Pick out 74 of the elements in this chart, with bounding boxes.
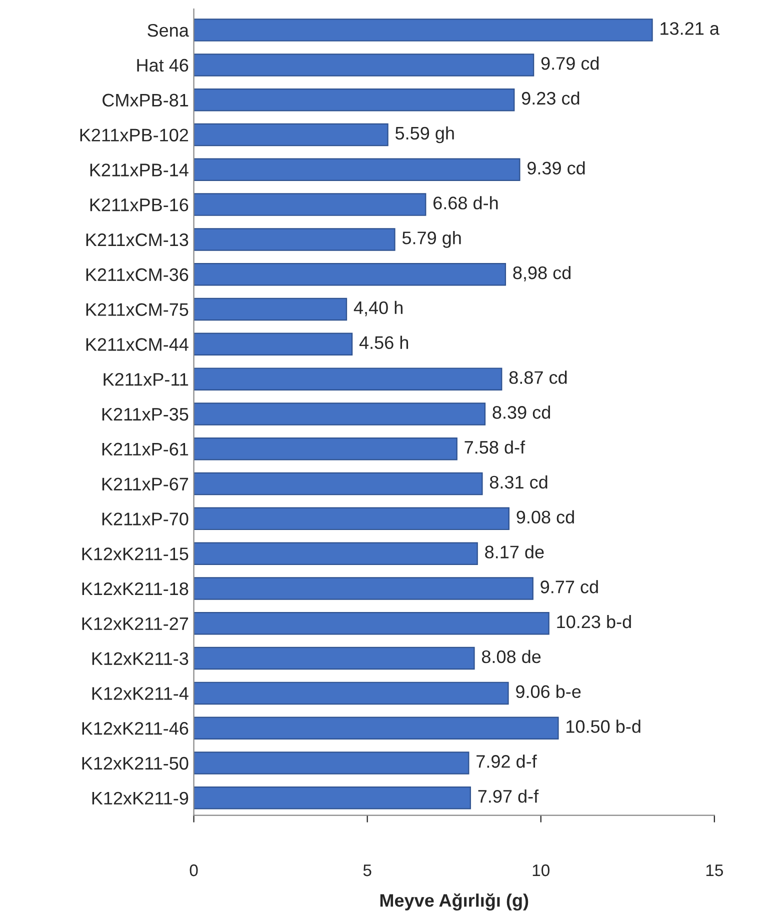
- y-tick-label: Hat 46: [137, 58, 188, 72]
- y-tick-label: K12xK211-27: [82, 617, 188, 630]
- x-tick-label: 15: [706, 864, 723, 876]
- y-tick-label: K211xP-61: [102, 442, 188, 456]
- bar: [194, 54, 534, 76]
- data-label: 7.58 d-f: [464, 440, 526, 454]
- bar: [194, 158, 520, 182]
- data-label: 13.21 a: [660, 22, 720, 35]
- bar: [194, 402, 486, 426]
- data-label: 5.59 gh: [395, 126, 454, 144]
- bar: [194, 368, 502, 390]
- y-tick-label: K211xP-11: [104, 373, 188, 386]
- bar: [194, 577, 534, 600]
- y-tick-label: K12xK211-3: [92, 652, 188, 666]
- y-tick-label: K211xPB-14: [90, 164, 188, 176]
- bar: [194, 716, 559, 740]
- y-tick-label: K12xK211-9: [92, 792, 188, 805]
- y-tick-label: K211xPB-102: [80, 128, 188, 142]
- y-tick-label: K211xPB-16: [90, 198, 188, 212]
- data-label: 9.79 cd: [541, 56, 599, 70]
- x-axis-title: Meyve Ağırlığı (g): [380, 893, 528, 910]
- y-tick-label: K211xP-70: [102, 512, 188, 526]
- y-tick-label: K211xP-35: [102, 408, 188, 421]
- data-label: 8.87 cd: [509, 370, 567, 384]
- x-tick-label: 5: [363, 864, 372, 876]
- bar: [194, 88, 515, 112]
- y-tick-label: K12xK211-46: [82, 722, 188, 735]
- bar: [194, 612, 550, 635]
- y-tick-label: K211xCM-75: [86, 303, 188, 316]
- bar: [194, 507, 510, 530]
- y-tick-label: CMxPB-81: [102, 94, 188, 107]
- y-tick-label: K211xCM-36: [86, 268, 188, 282]
- data-label: 8.17 de: [485, 545, 544, 558]
- y-tick-label: K12xK211-50: [82, 756, 188, 770]
- bar: [194, 298, 348, 321]
- data-label: 10.23 b-d: [557, 614, 631, 628]
- data-label: 7.92 d-f: [476, 754, 537, 768]
- bar: [194, 472, 483, 496]
- bar: [194, 123, 388, 146]
- bar: [194, 262, 506, 286]
- y-tick-label: Sena: [148, 24, 189, 37]
- data-label: 8.31 cd: [490, 475, 548, 489]
- bar: [194, 228, 396, 251]
- bar: [194, 542, 478, 565]
- data-label: 6.68 d-h: [434, 196, 498, 210]
- y-tick-label: K12xK211-15: [82, 548, 188, 560]
- data-label: 4.56 h: [359, 336, 408, 350]
- bar: [194, 682, 509, 705]
- bar: [194, 438, 458, 460]
- data-label: 5.79 gh: [402, 231, 461, 248]
- y-tick-label: K211xCM-13: [86, 233, 188, 246]
- y-tick-label: K12xK211-18: [82, 582, 188, 596]
- data-label: 9.23 cd: [522, 91, 580, 105]
- data-label: 9.39 cd: [527, 161, 585, 175]
- y-tick-label: K211xP-67: [102, 478, 188, 490]
- data-label: 4,40 h: [354, 300, 402, 316]
- data-label: 10.50 b-d: [566, 720, 640, 733]
- bar: [194, 332, 353, 356]
- bar: [194, 193, 426, 216]
- data-label: 7.97 d-f: [478, 789, 539, 803]
- data-label: 8.08 de: [482, 650, 541, 664]
- data-label: 9.06 b-e: [516, 684, 581, 698]
- bar: [194, 18, 653, 42]
- data-label: 9.77 cd: [540, 580, 598, 594]
- bar: [194, 786, 471, 810]
- y-tick-label: K211xCM-44: [86, 338, 188, 351]
- data-label: 9.08 cd: [516, 510, 574, 524]
- bar: [194, 752, 470, 774]
- data-label: 8,98 cd: [513, 266, 570, 282]
- bar: [194, 646, 475, 670]
- x-tick-label: 10: [532, 864, 550, 876]
- y-tick-label: K12xK211-4: [92, 687, 188, 700]
- data-label: 8.39 cd: [492, 406, 550, 419]
- x-tick-label: 0: [190, 864, 198, 876]
